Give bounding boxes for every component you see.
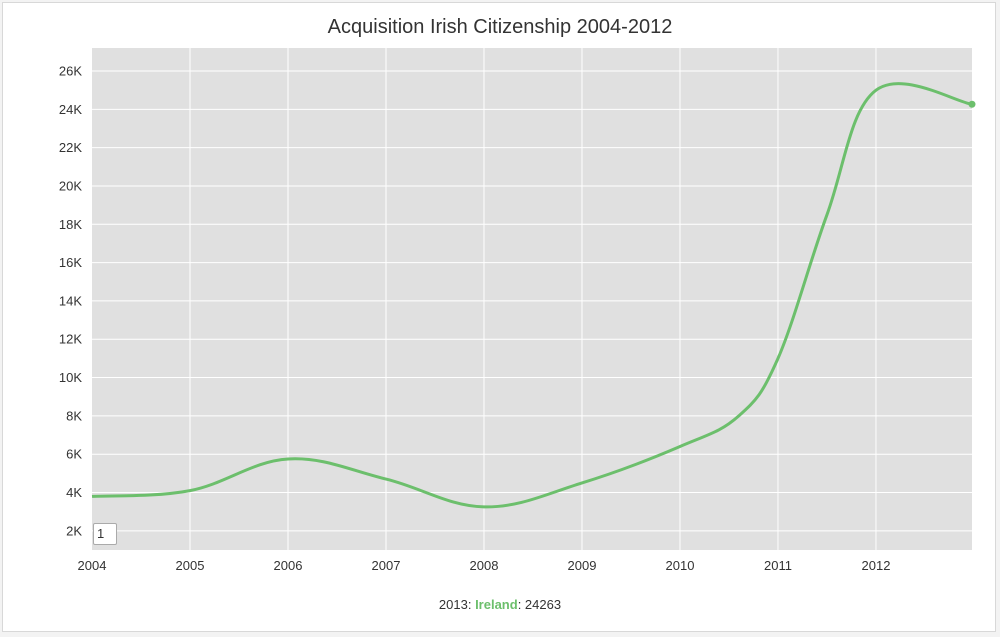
legend-series-value: 24263: [524, 597, 562, 612]
y-tick-label: 24K: [59, 102, 82, 117]
x-gridlines: [189, 48, 877, 550]
y-gridlines: [92, 70, 972, 532]
y-tick-label: 18K: [59, 217, 82, 232]
chart-legend: 2013: Ireland: 24263: [0, 597, 1000, 612]
y-tick-label: 12K: [59, 332, 82, 347]
x-tick-label: 2010: [666, 558, 695, 573]
plot-area: [92, 48, 972, 550]
x-tick-label: 2006: [274, 558, 303, 573]
y-tick-label: 26K: [59, 63, 82, 78]
x-tick-label: 2005: [176, 558, 205, 573]
y-tick-label: 22K: [59, 140, 82, 155]
legend-x-value: 2013: [438, 597, 468, 612]
y-tick-label: 10K: [59, 370, 82, 385]
x-tick-label: 2009: [568, 558, 597, 573]
y-tick-label: 2K: [66, 523, 82, 538]
x-tick-label: 2007: [372, 558, 401, 573]
y-tick-label: 4K: [66, 485, 82, 500]
x-tick-label: 2012: [862, 558, 891, 573]
x-tick-label: 2004: [78, 558, 107, 573]
legend-series-name: Ireland: [475, 597, 518, 612]
roll-period-input[interactable]: 1: [93, 523, 117, 545]
x-tick-label: 2008: [470, 558, 499, 573]
y-tick-label: 6K: [66, 447, 82, 462]
y-tick-label: 16K: [59, 255, 82, 270]
legend-separator: :: [467, 597, 476, 612]
y-tick-labels: 2K 4K 6K 8K 10K 12K 14K 16K 18K 20K 22K 24K 26K: [59, 63, 82, 538]
y-tick-label: 20K: [59, 178, 82, 193]
chart-title: Acquisition Irish Citizenship 2004-2012: [327, 16, 673, 38]
legend-separator: :: [517, 597, 525, 612]
series-line-ireland[interactable]: [91, 82, 973, 509]
x-tick-label: 2011: [764, 558, 792, 573]
series-end-point[interactable]: [968, 100, 976, 108]
y-tick-label: 14K: [59, 293, 82, 308]
y-tick-label: 8K: [66, 408, 82, 423]
x-tick-labels: 2004 2005 2006 2007 2008 2009 2010 2011 2012: [78, 558, 891, 573]
